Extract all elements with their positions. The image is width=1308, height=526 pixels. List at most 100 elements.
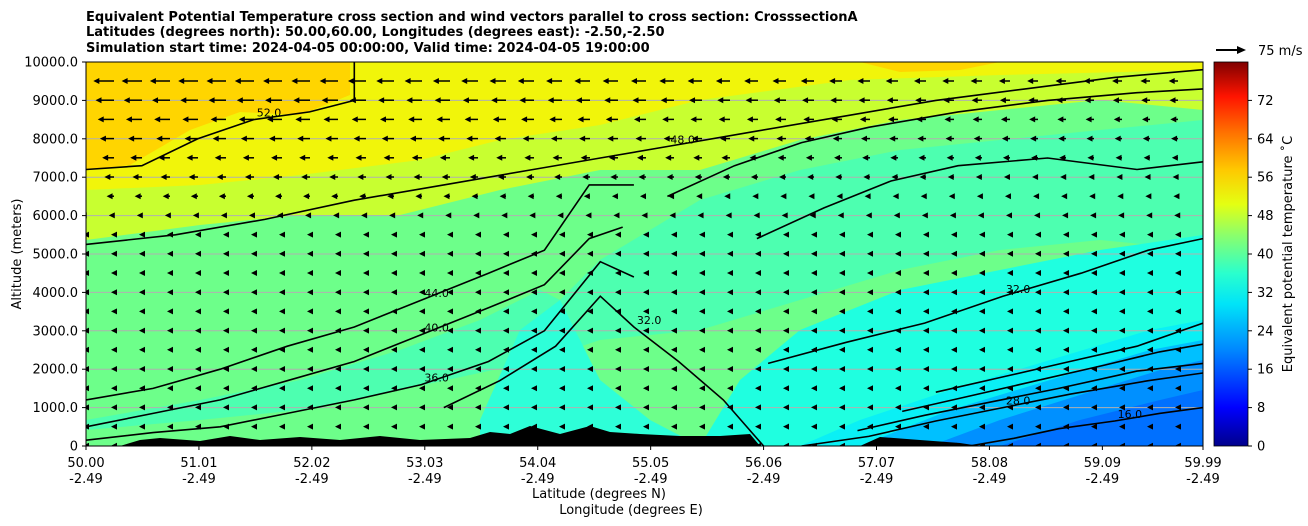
wind-vector xyxy=(299,154,310,161)
wind-vector xyxy=(809,212,816,219)
wind-vector xyxy=(979,346,985,353)
wind-vector xyxy=(727,270,733,276)
wind-vector xyxy=(489,78,506,84)
wind-vector xyxy=(1086,135,1094,142)
wind-vector xyxy=(805,154,814,161)
wind-vector xyxy=(783,366,789,372)
wind-vector xyxy=(1147,308,1153,315)
wind-vector xyxy=(329,174,338,180)
wind-vector xyxy=(139,366,145,372)
wind-vector xyxy=(559,308,565,315)
contour-label: 40.0 xyxy=(424,322,449,335)
wind-vector xyxy=(86,385,89,392)
wind-vector xyxy=(755,327,761,334)
wind-vector xyxy=(1032,174,1039,180)
wind-vector xyxy=(559,270,565,276)
quiver-key-arrowhead xyxy=(1237,46,1246,54)
contour-line xyxy=(86,68,1203,246)
wind-vector xyxy=(637,154,646,161)
wind-vector xyxy=(811,385,817,392)
wind-vector xyxy=(974,154,982,161)
y-tick-label: 0 xyxy=(70,440,78,455)
wind-vector xyxy=(1002,154,1010,161)
wind-vector xyxy=(1115,154,1122,161)
wind-vector xyxy=(690,116,702,123)
wind-vector xyxy=(445,212,452,219)
colorbar-label: Equivalent potential temperature ˚C xyxy=(1280,136,1296,372)
wind-vector xyxy=(517,78,534,84)
wind-vector xyxy=(111,404,117,411)
wind-vector xyxy=(195,442,201,446)
wind-vector xyxy=(839,289,845,296)
wind-vector xyxy=(783,308,789,315)
wind-vector xyxy=(583,193,590,200)
x-tick-lon: -2.49 xyxy=(408,472,442,487)
wind-vector xyxy=(951,289,957,296)
wind-vector xyxy=(434,97,450,104)
wind-vector xyxy=(951,250,957,257)
wind-vector xyxy=(244,174,254,180)
wind-vector xyxy=(279,250,285,257)
wind-vector xyxy=(379,116,394,123)
wind-vector xyxy=(102,154,114,161)
wind-vector xyxy=(363,250,369,257)
wind-vector xyxy=(891,174,898,180)
wind-vector xyxy=(406,97,422,104)
x-tick-lon: -2.49 xyxy=(1086,472,1120,487)
wind-vector xyxy=(499,193,506,200)
wind-vector xyxy=(587,308,593,315)
wind-vector xyxy=(1061,193,1068,200)
wind-vector xyxy=(915,97,926,104)
wind-vector xyxy=(972,116,982,123)
wind-vector xyxy=(212,135,226,142)
wind-vector xyxy=(1027,78,1038,84)
wind-vector xyxy=(208,97,226,104)
y-tick-label: 6000.0 xyxy=(33,209,79,224)
wind-vector xyxy=(979,404,985,411)
wind-vector xyxy=(156,135,170,142)
wind-vector xyxy=(223,442,229,446)
wind-vector xyxy=(862,154,870,161)
wind-vector xyxy=(139,404,145,411)
wind-vector xyxy=(699,404,705,411)
wind-vector xyxy=(615,404,621,411)
wind-vector xyxy=(447,385,453,392)
wind-vector xyxy=(867,289,873,296)
wind-vector xyxy=(363,404,369,411)
wind-vector xyxy=(447,423,453,430)
wind-vector xyxy=(587,289,593,296)
wind-vector xyxy=(1142,116,1150,123)
wind-vector xyxy=(95,97,114,104)
wind-vector xyxy=(220,212,227,219)
wind-vector xyxy=(979,270,985,276)
wind-vector xyxy=(587,327,593,334)
wind-vector xyxy=(662,116,674,123)
wind-vector xyxy=(867,270,873,276)
wind-vector xyxy=(1119,404,1125,411)
wind-vector xyxy=(335,385,341,392)
wind-vector xyxy=(307,289,313,296)
wind-vector xyxy=(195,346,201,353)
wind-vector xyxy=(1147,270,1153,276)
wind-vector xyxy=(86,442,89,446)
wind-vector xyxy=(195,270,201,276)
wind-vector xyxy=(587,231,593,238)
wind-vector xyxy=(755,404,761,411)
wind-vector xyxy=(410,135,422,142)
wind-vector xyxy=(447,404,453,411)
wind-vector xyxy=(721,154,730,161)
wind-vector xyxy=(74,155,86,161)
wind-vector xyxy=(408,116,422,123)
x-tick-lat: 51.01 xyxy=(180,456,217,471)
wind-vector xyxy=(471,193,478,200)
wind-vector xyxy=(1172,174,1179,180)
wind-vector xyxy=(951,231,957,238)
wind-vector xyxy=(1035,250,1041,257)
wind-vector xyxy=(97,116,114,123)
wind-vector xyxy=(1007,231,1013,238)
wind-vector xyxy=(923,270,929,276)
wind-vector xyxy=(694,174,702,180)
wind-vector xyxy=(889,135,898,142)
wind-vector xyxy=(152,97,170,104)
wind-vector xyxy=(195,327,201,334)
